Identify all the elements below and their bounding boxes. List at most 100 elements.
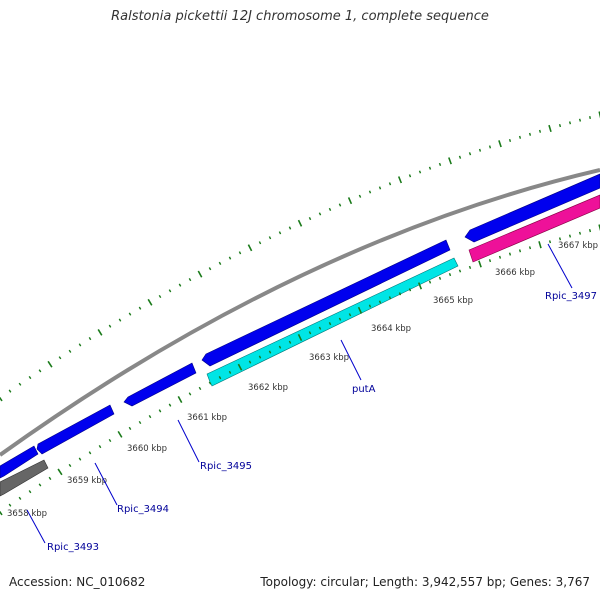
gene-label-lines	[26, 243, 573, 544]
minor-tick	[408, 288, 412, 292]
gene-label-rpic-3497[interactable]: Rpic_3497	[545, 291, 597, 302]
major-tick	[347, 197, 353, 205]
minor-tick	[408, 174, 412, 178]
major-tick	[147, 298, 153, 306]
label-line-puta	[340, 339, 362, 381]
accession-text: Accession: NC_010682	[9, 575, 146, 589]
minor-tick	[448, 273, 452, 277]
tick-label: 3665 kbp	[433, 296, 473, 306]
minor-tick	[268, 350, 272, 354]
major-tick	[117, 430, 123, 438]
gene-label-rpic-3493[interactable]: Rpic_3493	[47, 542, 99, 553]
major-tick	[448, 157, 452, 165]
tick-label: 3667 kbp	[558, 241, 598, 251]
minor-tick	[328, 322, 332, 326]
major-tick	[357, 306, 363, 314]
minor-tick	[318, 212, 322, 216]
gene-label-rpic-3495[interactable]: Rpic_3495	[200, 461, 252, 472]
tick-label: 3662 kbp	[248, 383, 288, 393]
minor-tick	[108, 438, 112, 443]
minor-tick	[258, 241, 262, 245]
minor-tick	[178, 283, 182, 287]
major-tick	[598, 224, 600, 232]
gene-block-forward[interactable]	[36, 404, 115, 455]
minor-tick	[438, 276, 442, 280]
gene-label-rpic-3494[interactable]: Rpic_3494	[117, 504, 169, 515]
minor-tick	[218, 261, 222, 265]
gene-block-reverse-gray[interactable]	[0, 459, 49, 497]
minor-tick	[588, 229, 592, 233]
major-tick	[97, 328, 103, 336]
minor-tick	[578, 231, 582, 235]
label-line-rpic-3497	[547, 243, 573, 289]
gene-block-reverse-pink[interactable]	[468, 194, 600, 263]
minor-tick	[8, 389, 12, 393]
minor-tick	[308, 216, 312, 221]
minor-tick	[528, 246, 532, 250]
minor-tick	[208, 267, 212, 271]
minor-tick	[388, 296, 392, 300]
tick-labels: 3658 kbp 3659 kbp 3660 kbp 3661 kbp 3662…	[7, 241, 598, 519]
minor-tick	[518, 135, 522, 139]
minor-tick	[308, 331, 312, 335]
gene-block-forward[interactable]	[123, 362, 197, 407]
minor-tick	[118, 318, 122, 322]
minor-tick	[318, 326, 322, 330]
minor-tick	[428, 280, 432, 284]
minor-tick	[378, 300, 382, 304]
tick-label: 3659 kbp	[67, 476, 107, 486]
minor-tick	[488, 145, 492, 149]
topology-summary: Topology: circular; Length: 3,942,557 bp…	[260, 575, 590, 589]
minor-tick	[248, 360, 252, 364]
minor-tick	[438, 162, 442, 167]
minor-tick	[288, 340, 292, 344]
minor-tick	[128, 312, 132, 316]
minor-tick	[128, 426, 132, 430]
major-tick	[247, 244, 253, 252]
minor-tick	[158, 409, 162, 413]
minor-tick	[198, 386, 202, 391]
tick-label: 3658 kbp	[7, 509, 47, 519]
major-tick	[498, 140, 502, 148]
minor-tick	[458, 269, 462, 273]
minor-tick	[508, 252, 512, 256]
gene-block-forward[interactable]	[464, 173, 600, 243]
minor-tick	[78, 343, 82, 347]
tick-label: 3663 kbp	[309, 353, 349, 363]
minor-tick	[518, 249, 522, 253]
minor-tick	[78, 457, 82, 461]
minor-tick	[18, 382, 22, 386]
minor-tick	[228, 370, 232, 374]
minor-tick	[508, 138, 512, 143]
tick-label: 3661 kbp	[187, 413, 227, 423]
label-line-rpic-3494	[94, 462, 118, 506]
minor-tick	[468, 265, 472, 270]
minor-tick	[58, 356, 62, 360]
minor-tick	[138, 420, 142, 425]
minor-tick	[418, 170, 422, 174]
gene-block-forward[interactable]	[0, 445, 39, 479]
gene-block-forward[interactable]	[201, 239, 451, 367]
minor-tick	[8, 503, 12, 507]
minor-tick	[458, 155, 462, 159]
label-line-rpic-3493	[26, 509, 46, 544]
map-title: Ralstonia pickettii 12J chromosome 1, co…	[111, 9, 489, 24]
minor-tick	[278, 345, 282, 349]
minor-tick	[68, 349, 72, 353]
minor-tick	[578, 118, 582, 122]
minor-tick	[398, 292, 402, 296]
minor-tick	[38, 483, 42, 487]
minor-tick	[188, 278, 192, 282]
minor-tick	[358, 194, 362, 198]
minor-tick	[558, 237, 562, 241]
minor-tick	[68, 463, 72, 467]
minor-tick	[568, 121, 572, 125]
minor-tick	[38, 369, 42, 373]
minor-tick	[558, 124, 562, 128]
gene-block-reverse-cyan[interactable]	[206, 257, 459, 387]
minor-tick	[348, 313, 352, 317]
major-tick	[417, 282, 423, 290]
minor-tick	[488, 259, 492, 263]
minor-tick	[328, 207, 332, 212]
gene-label-puta[interactable]: putA	[352, 384, 376, 395]
